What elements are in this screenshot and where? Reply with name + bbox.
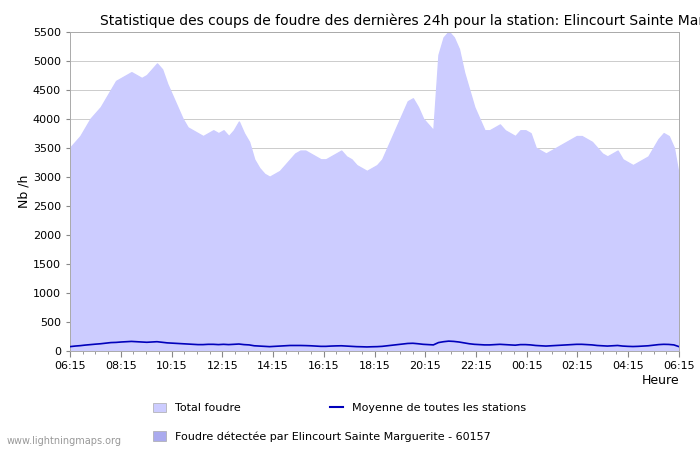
Text: www.lightningmaps.org: www.lightningmaps.org xyxy=(7,436,122,446)
X-axis label: Heure: Heure xyxy=(641,374,679,387)
Legend: Foudre détectée par Elincourt Sainte Marguerite - 60157: Foudre détectée par Elincourt Sainte Mar… xyxy=(148,427,496,446)
Y-axis label: Nb /h: Nb /h xyxy=(17,175,30,208)
Text: Statistique des coups de foudre des dernières 24h pour la station: Elincourt Sai: Statistique des coups de foudre des dern… xyxy=(101,13,700,27)
